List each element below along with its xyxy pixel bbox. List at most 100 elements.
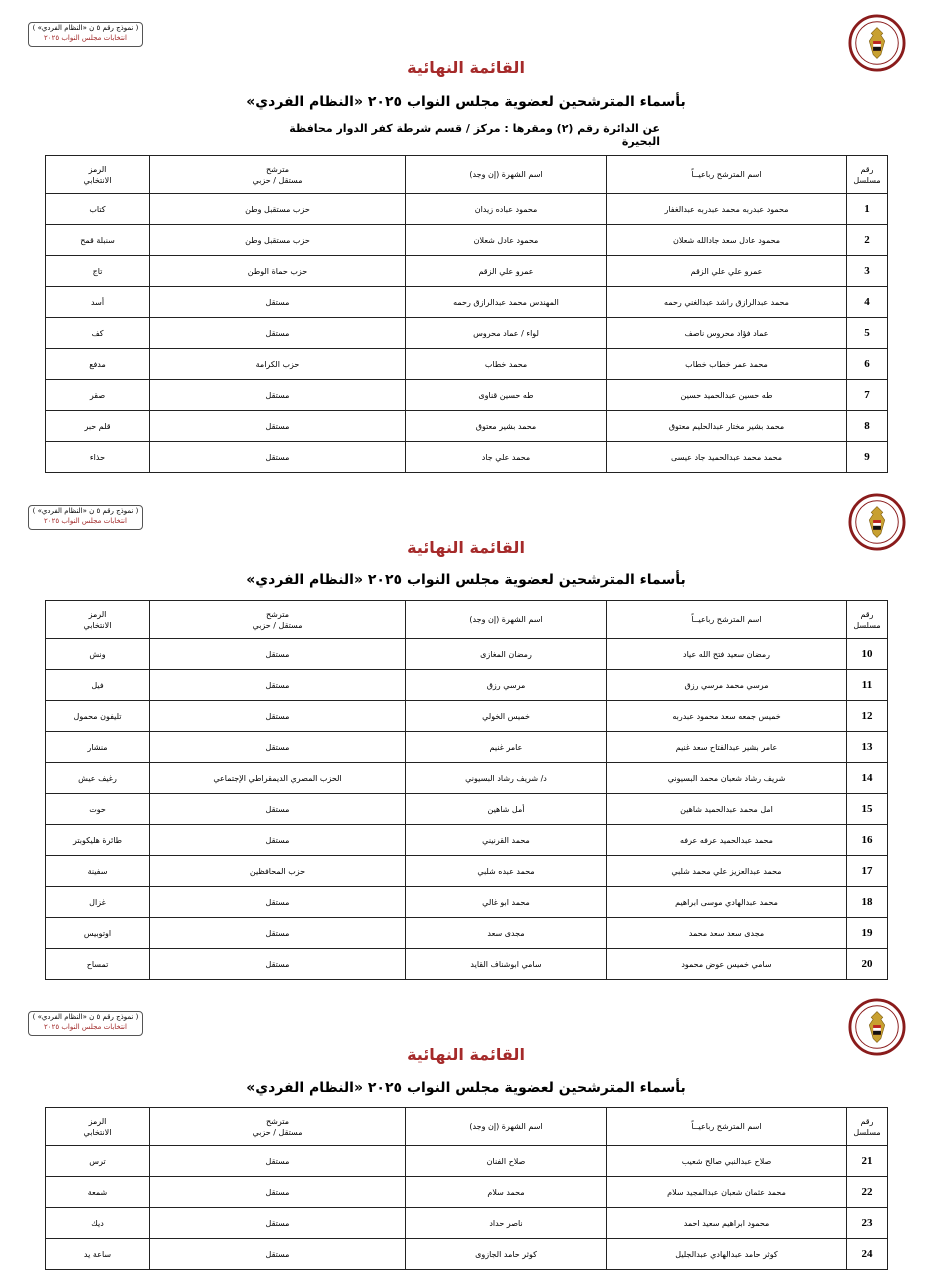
affiliation-cell: مستقل: [149, 410, 406, 442]
symbol-cell: أسد: [45, 286, 150, 318]
table-row: 5 عماد فؤاد محروس ناصف لواء / عماد محروس…: [45, 317, 888, 349]
affiliation-cell: حزب حماة الوطن: [149, 255, 406, 287]
symbol-cell: حوت: [45, 793, 150, 825]
nickname-cell: عامر غنيم: [405, 731, 607, 763]
table-row: 3 عمرو علي علي الزقم عمرو علي الزقم حزب …: [45, 255, 888, 287]
page-title: القائمة النهائية: [407, 1045, 525, 1064]
candidate-name-cell: شريف رشاد شعبان محمد البسيوني: [606, 762, 847, 794]
header-nickname: اسم الشهرة (إن وجد): [405, 155, 607, 194]
header-serial-line2: مسلسل: [853, 175, 881, 185]
header-symbol-line1: الرمز: [88, 609, 107, 619]
table-header: رقم مسلسل اسم المترشح رباعيــاً اسم الشهر…: [45, 1107, 888, 1146]
header-type-line2: مستقل / حزبي: [252, 1127, 303, 1137]
affiliation-cell: مستقل: [149, 317, 406, 349]
header-nickname: اسم الشهرة (إن وجد): [405, 600, 607, 639]
table-row: 10 رمضان سعيد فتح الله عياد رمضان المغاز…: [45, 638, 888, 670]
affiliation-cell: مستقل: [149, 379, 406, 411]
header-serial: رقم مسلسل: [846, 155, 888, 194]
table-row: 15 امل محمد عبدالحميد شاهين أمل شاهين مس…: [45, 793, 888, 825]
serial-cell: 19: [846, 917, 888, 949]
candidate-name-cell: خميس جمعه سعد محمود عبدربه: [606, 700, 847, 732]
affiliation-cell: حزب المحافظين: [149, 855, 406, 887]
affiliation-cell: مستقل: [149, 731, 406, 763]
candidate-name-cell: محمود عادل سعد جادالله شعلان: [606, 224, 847, 256]
table-header: رقم مسلسل اسم المترشح رباعيــاً اسم الشهر…: [45, 155, 888, 194]
nickname-cell: مجدى سعد: [405, 917, 607, 949]
form-number-label: ( نموذج رقم ٥ ن «النظام الفردي» ): [32, 1013, 139, 1021]
serial-cell: 21: [846, 1145, 888, 1177]
nickname-cell: كوثر حامد الجازوى: [405, 1238, 607, 1270]
header-serial-line2: مسلسل: [853, 1127, 881, 1137]
candidates-table: رقم مسلسل اسم المترشح رباعيــاً اسم الشهر…: [45, 1107, 888, 1270]
table-row: 6 محمد عمر خطاب خطاب محمد خطاب حزب الكرا…: [45, 348, 888, 380]
table-row: 21 صلاح عبدالنبي صالح شعيب صلاح الفنان م…: [45, 1145, 888, 1177]
symbol-cell: صقر: [45, 379, 150, 411]
symbol-cell: اوتوبيس: [45, 917, 150, 949]
header-serial-line2: مسلسل: [853, 620, 881, 630]
candidate-name-cell: محمد محمد عبدالحميد جاد عيسى: [606, 441, 847, 473]
header-name: اسم المترشح رباعيــاً: [606, 1107, 847, 1146]
candidates-table: رقم مسلسل اسم المترشح رباعيــاً اسم الشهر…: [45, 155, 888, 473]
nickname-cell: عمرو علي الزقم: [405, 255, 607, 287]
affiliation-cell: مستقل: [149, 441, 406, 473]
table-row: 23 محمود ابراهيم سعيد احمد ناصر حداد مست…: [45, 1207, 888, 1239]
header-symbol: الرمز الانتخابي: [45, 600, 150, 639]
serial-cell: 10: [846, 638, 888, 670]
serial-cell: 4: [846, 286, 888, 318]
form-number-label: ( نموذج رقم ٥ ن «النظام الفردي» ): [32, 507, 139, 515]
form-number-box: ( نموذج رقم ٥ ن «النظام الفردي» ) انتخاب…: [28, 1011, 143, 1036]
header-symbol-line2: الانتخابي: [83, 175, 112, 185]
affiliation-cell: مستقل: [149, 824, 406, 856]
serial-cell: 14: [846, 762, 888, 794]
page-subtitle: بأسماء المترشحين لعضوية مجلس النواب ٢٠٢٥…: [246, 1080, 686, 1096]
serial-cell: 18: [846, 886, 888, 918]
serial-cell: 8: [846, 410, 888, 442]
nickname-cell: أمل شاهين: [405, 793, 607, 825]
page-title: القائمة النهائية: [407, 58, 525, 77]
nickname-cell: لواء / عماد محروس: [405, 317, 607, 349]
affiliation-cell: مستقل: [149, 948, 406, 980]
symbol-cell: تاج: [45, 255, 150, 287]
table-row: 2 محمود عادل سعد جادالله شعلان محمود عاد…: [45, 224, 888, 256]
affiliation-cell: حزب الكرامة: [149, 348, 406, 380]
symbol-cell: منشار: [45, 731, 150, 763]
header-type: مترشح مستقل / حزبي: [149, 155, 406, 194]
serial-cell: 15: [846, 793, 888, 825]
header-symbol: الرمز الانتخابي: [45, 155, 150, 194]
nickname-cell: رمضان المغازى: [405, 638, 607, 670]
symbol-cell: رغيف عيش: [45, 762, 150, 794]
candidate-name-cell: عماد فؤاد محروس ناصف: [606, 317, 847, 349]
header-type-line1: مترشح: [266, 1116, 289, 1126]
serial-cell: 22: [846, 1176, 888, 1208]
serial-cell: 5: [846, 317, 888, 349]
serial-cell: 7: [846, 379, 888, 411]
table-row: 1 محمود عبدربه محمد عبدربه عبدالغفار محم…: [45, 193, 888, 225]
symbol-cell: ونش: [45, 638, 150, 670]
candidate-name-cell: محمد عبدالحميد عرفه عرفه: [606, 824, 847, 856]
table-row: 22 محمد عثمان شعبان عبدالمجيد سلام محمد …: [45, 1176, 888, 1208]
serial-cell: 23: [846, 1207, 888, 1239]
candidate-name-cell: سامي خميس عوض محمود: [606, 948, 847, 980]
header-symbol-line2: الانتخابي: [83, 1127, 112, 1137]
nickname-cell: محمود عادل شعلان: [405, 224, 607, 256]
table-row: 13 عامر بشير عبدالفتاح سعد غنيم عامر غني…: [45, 731, 888, 763]
header-serial: رقم مسلسل: [846, 600, 888, 639]
nickname-cell: طه حسين قناوى: [405, 379, 607, 411]
nickname-cell: صلاح الفنان: [405, 1145, 607, 1177]
page-title: القائمة النهائية: [407, 538, 525, 557]
affiliation-cell: مستقل: [149, 1238, 406, 1270]
header-type: مترشح مستقل / حزبي: [149, 1107, 406, 1146]
header-type-line1: مترشح: [266, 609, 289, 619]
candidate-name-cell: امل محمد عبدالحميد شاهين: [606, 793, 847, 825]
header-serial-line1: رقم: [860, 609, 874, 619]
nickname-cell: خميس الخولي: [405, 700, 607, 732]
serial-cell: 16: [846, 824, 888, 856]
nickname-cell: محمد علي جاد: [405, 441, 607, 473]
header-name: اسم المترشح رباعيــاً: [606, 600, 847, 639]
affiliation-cell: مستقل: [149, 638, 406, 670]
symbol-cell: تليفون محمول: [45, 700, 150, 732]
nickname-cell: ناصر حداد: [405, 1207, 607, 1239]
affiliation-cell: مستقل: [149, 669, 406, 701]
nickname-cell: محمد القرنيني: [405, 824, 607, 856]
symbol-cell: تمساح: [45, 948, 150, 980]
